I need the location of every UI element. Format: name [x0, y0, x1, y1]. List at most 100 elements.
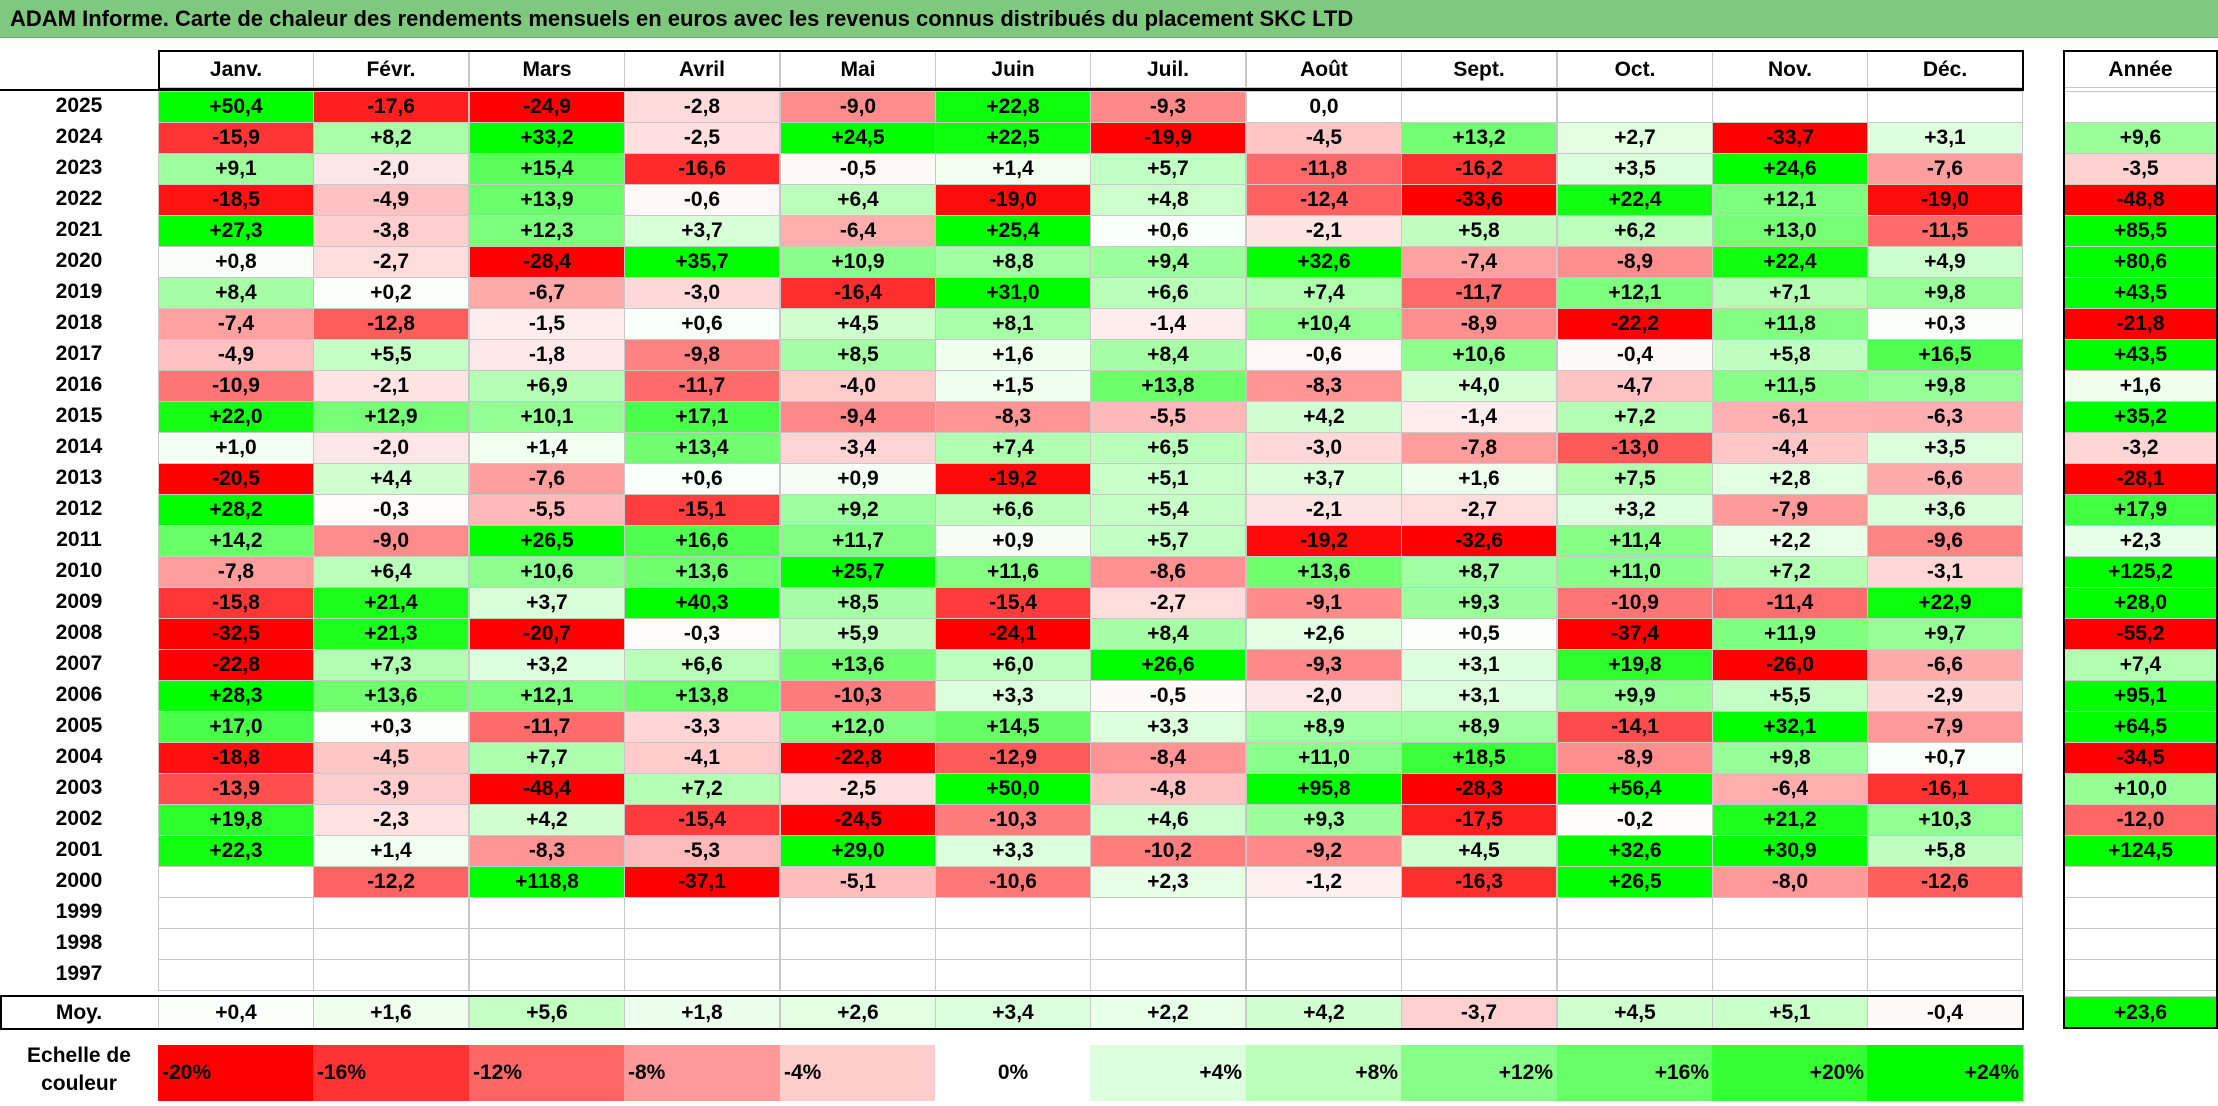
heatmap-cell: -7,4	[1401, 246, 1557, 278]
heatmap-cell: -4,5	[1246, 122, 1402, 154]
heatmap-cell: +26,6	[1090, 649, 1246, 681]
heatmap-cell: +13,8	[1090, 370, 1246, 402]
heatmap-cell: -22,8	[158, 649, 314, 681]
heatmap-cell	[313, 959, 469, 991]
heatmap-cell: -11,7	[1401, 277, 1557, 309]
heatmap-cell: -4,0	[780, 370, 936, 402]
heatmap-cell: +25,7	[780, 556, 936, 588]
annual-cell	[2063, 866, 2218, 898]
heatmap-cell: +16,5	[1867, 339, 2023, 371]
heatmap-cell: -7,4	[158, 308, 314, 340]
heatmap-cell: +6,6	[624, 649, 780, 681]
heatmap-cell: +11,6	[935, 556, 1091, 588]
heatmap-cell: +0,5	[1401, 618, 1557, 650]
heatmap-cell: -2,9	[1867, 680, 2023, 712]
heatmap-cell: -2,7	[313, 246, 469, 278]
heatmap-cell: -10,2	[1090, 835, 1246, 867]
color-scale-swatch: 0%	[935, 1045, 1091, 1101]
heatmap-cell: +3,3	[935, 835, 1091, 867]
heatmap-cell: +7,3	[313, 649, 469, 681]
annual-cell: +64,5	[2063, 711, 2218, 743]
heatmap-cell: +8,9	[1401, 711, 1557, 743]
year-label: 2007	[55, 652, 103, 675]
heatmap-cell: -7,8	[158, 556, 314, 588]
heatmap-cell: +2,7	[1557, 122, 1713, 154]
heatmap-cell: +3,5	[1557, 153, 1713, 185]
heatmap-cell: +9,4	[1090, 246, 1246, 278]
heatmap-cell: +7,5	[1557, 463, 1713, 495]
month-header: Mars	[469, 50, 625, 88]
heatmap-cell: +8,9	[1246, 711, 1402, 743]
heatmap-cell: -19,2	[1246, 525, 1402, 557]
year-label: 2016	[55, 373, 103, 396]
heatmap-cell: +8,5	[780, 339, 936, 371]
heatmap-cell: -24,5	[780, 804, 936, 836]
heatmap-cell: +8,1	[935, 308, 1091, 340]
heatmap-cell: -7,6	[1867, 153, 2023, 185]
heatmap-cell: +6,2	[1557, 215, 1713, 247]
heatmap-cell: +5,8	[1867, 835, 2023, 867]
heatmap-cell: +8,4	[1090, 339, 1246, 371]
heatmap-cell: +95,8	[1246, 773, 1402, 805]
heatmap-cell: -6,1	[1712, 401, 1868, 433]
heatmap-cell: +6,0	[935, 649, 1091, 681]
heatmap-cell: -20,7	[469, 618, 625, 650]
heatmap-cell: +27,3	[158, 215, 314, 247]
heatmap-cell: +30,9	[1712, 835, 1868, 867]
heatmap-cell: -12,9	[935, 742, 1091, 774]
heatmap-cell: +3,6	[1867, 494, 2023, 526]
heatmap-cell: -8,9	[1557, 742, 1713, 774]
heatmap-cell: -24,9	[469, 91, 625, 123]
header-separator	[0, 89, 2024, 91]
year-label: 1998	[55, 931, 103, 954]
heatmap-cell: +1,6	[1401, 463, 1557, 495]
heatmap-cell: +0,8	[158, 246, 314, 278]
heatmap-cell	[935, 928, 1091, 960]
heatmap-cell: -0,6	[624, 184, 780, 216]
average-cell: +4,5	[1557, 996, 1713, 1029]
annual-cell: +10,0	[2063, 773, 2218, 805]
annual-cell: +85,5	[2063, 215, 2218, 247]
year-label: 2009	[55, 590, 103, 613]
heatmap-cell: -11,7	[469, 711, 625, 743]
heatmap-cell: +21,3	[313, 618, 469, 650]
heatmap-cell	[1712, 959, 1868, 991]
heatmap-cell: -2,1	[1246, 494, 1402, 526]
year-label: 2006	[55, 683, 103, 706]
heatmap-cell: +11,0	[1246, 742, 1402, 774]
heatmap-cell: +26,5	[469, 525, 625, 557]
heatmap-cell: +11,7	[780, 525, 936, 557]
average-cell: -3,7	[1401, 996, 1557, 1029]
heatmap-cell: +12,9	[313, 401, 469, 433]
heatmap-cell: -6,6	[1867, 649, 2023, 681]
year-label: 2008	[55, 621, 103, 644]
year-label: 2011	[56, 528, 102, 551]
heatmap-cell: -1,2	[1246, 866, 1402, 898]
annual-cell: +124,5	[2063, 835, 2218, 867]
heatmap-cell: -9,6	[1867, 525, 2023, 557]
heatmap-cell: -6,6	[1867, 463, 2023, 495]
annual-cell: +43,5	[2063, 277, 2218, 309]
heatmap-cell	[1867, 959, 2023, 991]
month-header: Févr.	[313, 50, 469, 88]
heatmap-cell: -4,4	[1712, 432, 1868, 464]
heatmap-cell: -10,9	[158, 370, 314, 402]
heatmap-cell: -2,0	[313, 432, 469, 464]
heatmap-cell: +13,6	[624, 556, 780, 588]
heatmap-cell: +25,4	[935, 215, 1091, 247]
annual-cell	[2063, 91, 2218, 123]
heatmap-cell: -0,6	[1246, 339, 1402, 371]
heatmap-cell: -0,3	[624, 618, 780, 650]
average-cell: +0,4	[158, 996, 314, 1029]
heatmap-cell: +22,3	[158, 835, 314, 867]
heatmap-cell: -1,4	[1401, 401, 1557, 433]
heatmap-cell: -8,4	[1090, 742, 1246, 774]
annual-header: Année	[2063, 50, 2218, 88]
heatmap-cell: -11,7	[624, 370, 780, 402]
heatmap-cell: +118,8	[469, 866, 625, 898]
heatmap-cell: +5,7	[1090, 153, 1246, 185]
month-header: Mai	[780, 50, 936, 88]
heatmap-cell: -33,7	[1712, 122, 1868, 154]
year-label: 2014	[55, 435, 103, 458]
year-label: 2012	[55, 497, 103, 520]
